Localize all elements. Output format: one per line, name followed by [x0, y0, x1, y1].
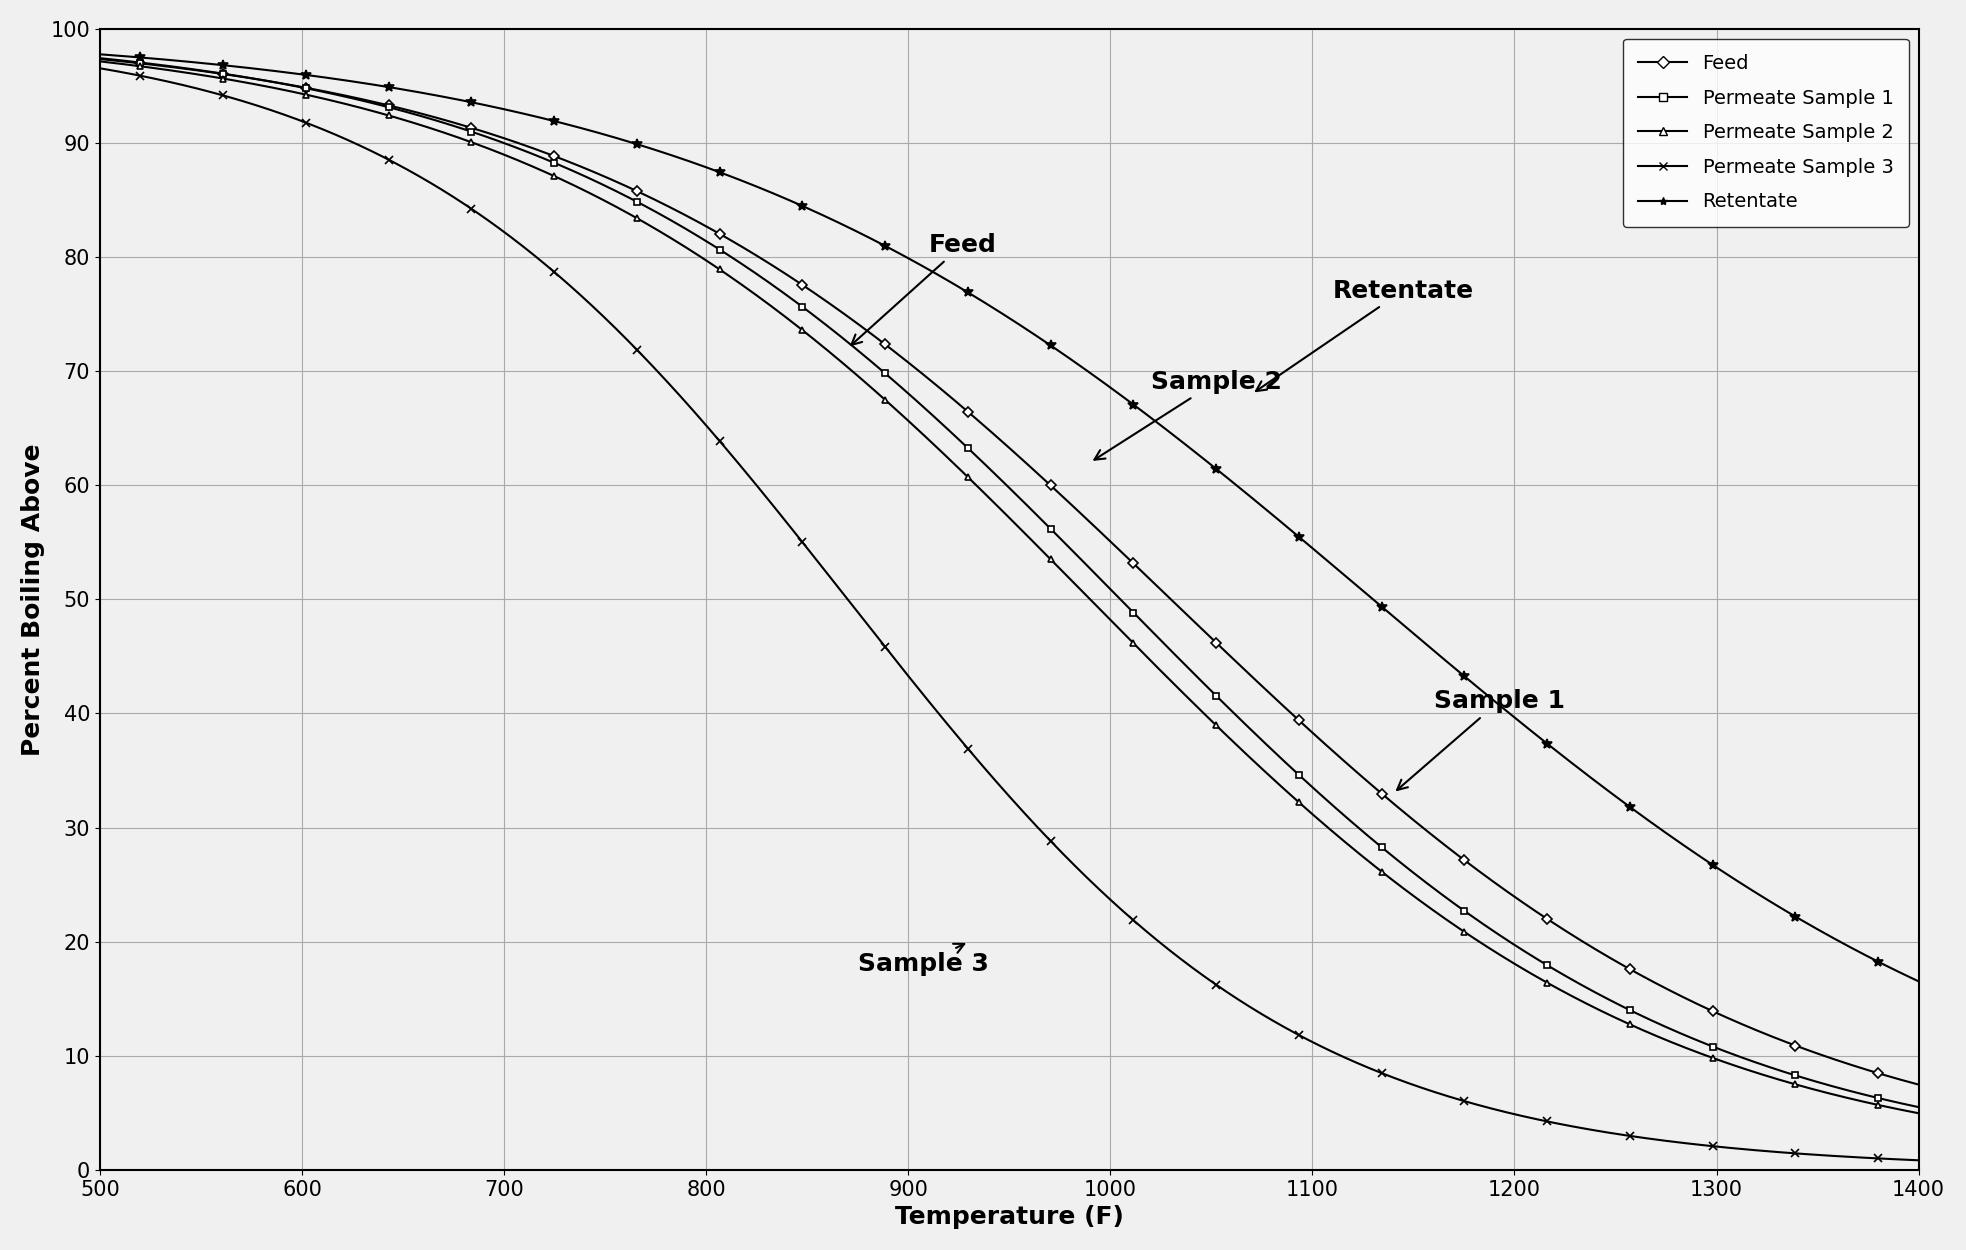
Text: Sample 3: Sample 3	[857, 944, 989, 976]
Text: Retentate: Retentate	[1256, 279, 1474, 391]
Legend: Feed, Permeate Sample 1, Permeate Sample 2, Permeate Sample 3, Retentate: Feed, Permeate Sample 1, Permeate Sample…	[1622, 39, 1909, 228]
X-axis label: Temperature (F): Temperature (F)	[895, 1205, 1125, 1229]
Text: Feed: Feed	[851, 232, 997, 345]
Y-axis label: Percent Boiling Above: Percent Boiling Above	[22, 442, 45, 755]
Text: Sample 1: Sample 1	[1398, 690, 1565, 790]
Text: Sample 2: Sample 2	[1095, 370, 1282, 460]
